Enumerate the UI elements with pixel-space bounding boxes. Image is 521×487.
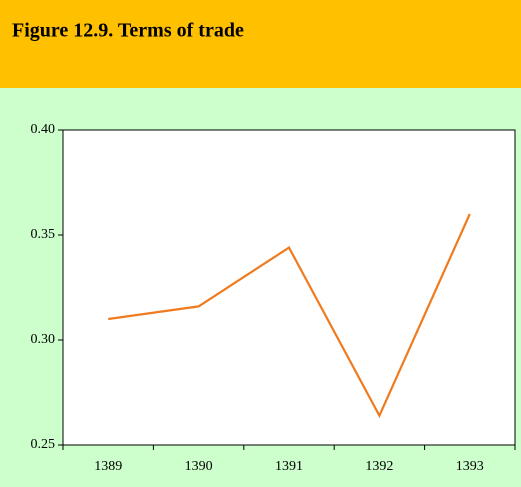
x-tick-label: 1391 — [275, 459, 303, 474]
header — [0, 0, 521, 88]
x-tick-label: 1392 — [365, 459, 393, 474]
y-tick-label: 0.25 — [31, 437, 56, 452]
y-tick-label: 0.40 — [31, 122, 56, 137]
y-tick-label: 0.35 — [31, 227, 56, 242]
x-tick-label: 1390 — [185, 459, 213, 474]
x-tick-label: 1389 — [94, 459, 122, 474]
y-tick-label: 0.30 — [31, 332, 56, 347]
x-tick-label: 1393 — [456, 459, 484, 474]
series-line — [108, 213, 471, 419]
plot-area — [62, 129, 516, 446]
chart-title: Figure 12.9. Terms of trade — [12, 20, 244, 42]
